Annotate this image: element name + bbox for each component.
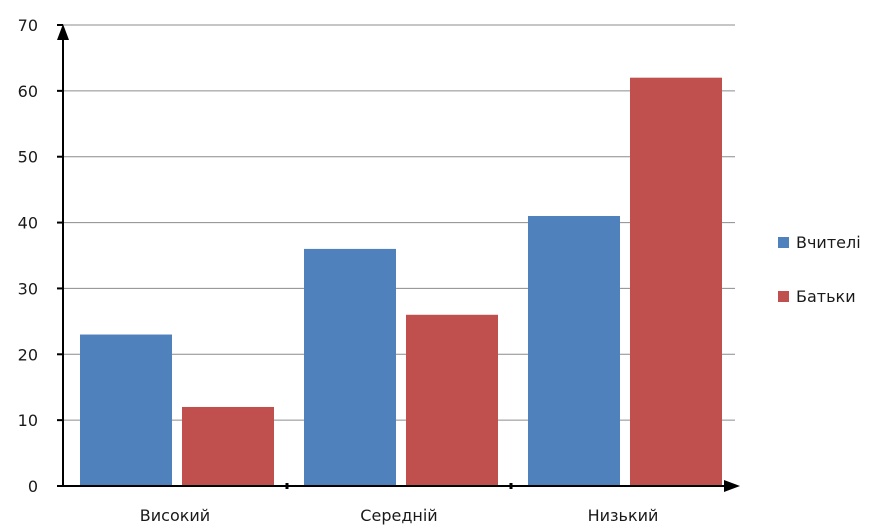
- y-tick-label: 70: [18, 16, 38, 35]
- bar: [304, 248, 396, 486]
- bar: [182, 406, 274, 486]
- x-category-label: Середній: [360, 506, 437, 525]
- axes: [57, 24, 740, 492]
- x-axis-categories: Високий Середній Низький: [140, 483, 659, 525]
- y-tick-label: 40: [18, 214, 38, 233]
- x-category-label: Високий: [140, 506, 210, 525]
- x-category-label: Низький: [588, 506, 659, 525]
- y-tick-label: 60: [18, 82, 38, 101]
- bar: [406, 314, 498, 486]
- legend-label: Вчителі: [796, 233, 861, 252]
- y-tick-label: 10: [18, 411, 38, 430]
- y-tick-label: 30: [18, 279, 38, 298]
- bars: [80, 77, 722, 486]
- legend-swatch: [778, 237, 789, 248]
- bar: [80, 334, 172, 486]
- legend-swatch: [778, 291, 789, 302]
- gridlines: [63, 24, 735, 421]
- legend-label: Батьки: [796, 287, 856, 306]
- y-tick-label: 20: [18, 345, 38, 364]
- y-tick-label: 0: [28, 477, 38, 496]
- y-axis-arrow-icon: [57, 24, 69, 40]
- legend: Вчителі Батьки: [778, 233, 861, 306]
- y-axis-ticks: 0 10 20 30 40 50 60 70: [18, 16, 63, 496]
- bar: [528, 215, 620, 486]
- x-axis-arrow-icon: [724, 480, 740, 492]
- bar: [630, 77, 722, 486]
- y-tick-label: 50: [18, 148, 38, 167]
